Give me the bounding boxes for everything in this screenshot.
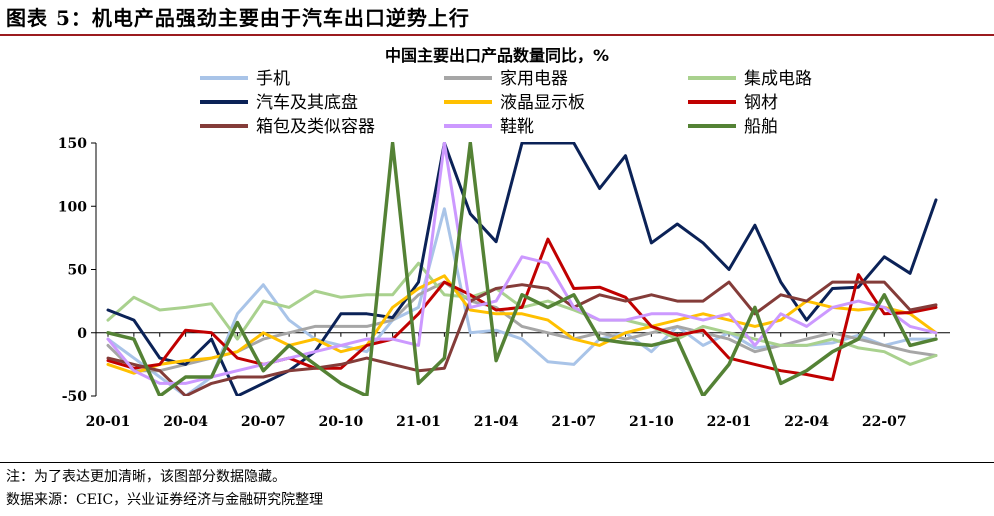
x-tick-label: 22-07 — [862, 414, 907, 430]
figure-header: 图表 5：机电产品强劲主要由于汽车出口逆势上行 — [0, 0, 994, 32]
figure-source: 数据来源：CEIC，兴业证券经济与金融研究院整理 — [6, 492, 324, 508]
legend-label: 手机 — [256, 69, 290, 89]
series-line — [106, 274, 938, 375]
legend-item: 液晶显示板 — [444, 93, 585, 113]
legend-label: 液晶显示板 — [500, 93, 585, 113]
y-tick-label: -50 — [62, 389, 88, 405]
figure-title: 图表 5：机电产品强劲主要由于汽车出口逆势上行 — [6, 6, 470, 30]
top-rule — [0, 34, 994, 36]
legend-label: 家用电器 — [500, 69, 568, 89]
legend-item: 手机 — [200, 69, 290, 89]
legend-label: 汽车及其底盘 — [256, 93, 358, 113]
x-tick-label: 20-10 — [318, 414, 363, 430]
x-tick-label: 21-01 — [396, 414, 441, 430]
x-tick-label: 21-10 — [629, 414, 674, 430]
legend-item: 家用电器 — [444, 69, 568, 89]
series-line — [106, 280, 938, 396]
legend-item: 钢材 — [688, 93, 778, 113]
legend-item: 集成电路 — [688, 69, 812, 89]
figure-notes: 注：为了表达更加清晰，该图部分数据隐藏。 数据来源：CEIC，兴业证券经济与金融… — [6, 466, 323, 512]
series-line — [106, 142, 938, 396]
bottom-rule — [0, 462, 994, 463]
chart-area: 中国主要出口产品数量同比，% 手机 家用电器 集成电路汽车及其底盘 液晶显示板 钢材箱包… — [0, 36, 994, 460]
y-tick-label: 100 — [58, 199, 87, 215]
chart-title: 中国主要出口产品数量同比，% — [385, 46, 609, 65]
legend-label: 箱包及类似容器 — [256, 117, 375, 137]
legend-label: 集成电路 — [744, 69, 812, 89]
x-tick-label: 21-07 — [551, 414, 596, 430]
series-line — [106, 142, 938, 396]
figure-note: 注：为了表达更加清晰，该图部分数据隐藏。 — [6, 469, 286, 485]
axes: -50 0 50 100 150 20-01 20-04 20-07 20-10 21-01 21-… — [58, 136, 950, 430]
series-line — [106, 280, 938, 373]
x-tick-label: 22-04 — [784, 414, 829, 430]
legend-item: 箱包及类似容器 — [200, 117, 375, 137]
legend-label: 鞋靴 — [500, 117, 534, 137]
legend-item: 鞋靴 — [444, 117, 534, 137]
series-line — [106, 142, 938, 385]
y-tick-label: 0 — [77, 326, 87, 342]
legend-label: 钢材 — [744, 93, 778, 113]
legend-item: 船舶 — [688, 117, 778, 137]
legend-label: 船舶 — [744, 117, 778, 137]
x-tick-label: 20-01 — [86, 414, 131, 430]
legend-item: 汽车及其底盘 — [200, 93, 358, 113]
y-tick-label: 50 — [68, 263, 88, 279]
series-line — [106, 237, 938, 382]
series-group — [106, 142, 938, 396]
x-tick-label: 22-01 — [707, 414, 752, 430]
x-tick-label: 20-04 — [163, 414, 208, 430]
y-tick-label: 150 — [58, 136, 87, 152]
x-tick-label: 21-04 — [474, 414, 519, 430]
x-tick-label: 20-07 — [241, 414, 286, 430]
